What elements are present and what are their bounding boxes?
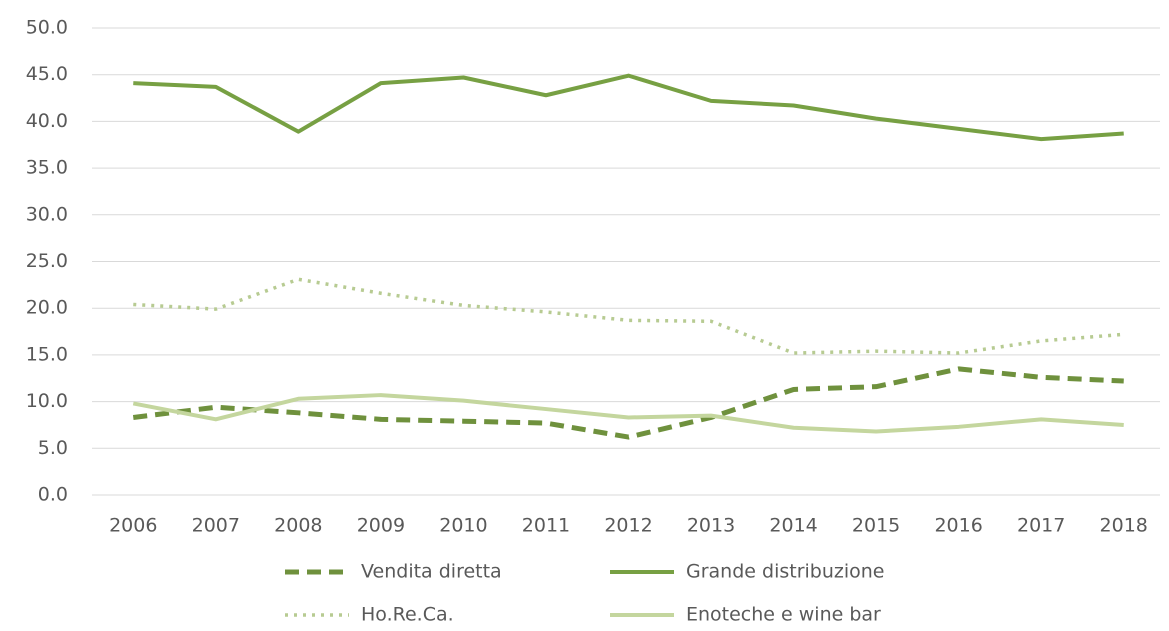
legend-label: Vendita diretta (361, 561, 502, 583)
x-tick-label: 2013 (687, 515, 735, 537)
x-tick-label: 2008 (274, 515, 322, 537)
x-tick-label: 2010 (439, 515, 487, 537)
x-tick-label: 2018 (1100, 515, 1148, 537)
y-tick-label: 30.0 (26, 203, 68, 225)
series-line (132, 393, 1124, 434)
legend-label: Ho.Re.Ca. (361, 604, 454, 626)
x-tick-label: 2012 (604, 515, 652, 537)
series-line (133, 277, 1124, 355)
x-tick-label: 2011 (522, 515, 570, 537)
y-tick-label: 20.0 (26, 297, 68, 319)
y-tick-label: 15.0 (26, 343, 68, 365)
x-tick-label: 2007 (192, 515, 240, 537)
x-tick-label: 2015 (852, 515, 900, 537)
legend-label: Enoteche e wine bar (686, 604, 881, 626)
y-tick-label: 35.0 (26, 157, 68, 179)
y-tick-label: 45.0 (26, 63, 68, 85)
y-tick-label: 10.0 (26, 390, 68, 412)
x-tick-label: 2016 (934, 515, 982, 537)
x-tick-label: 2006 (109, 515, 157, 537)
y-tick-label: 5.0 (38, 437, 68, 459)
y-tick-label: 25.0 (26, 250, 68, 272)
x-tick-label: 2017 (1017, 515, 1065, 537)
y-tick-label: 50.0 (26, 17, 68, 39)
y-tick-label: 0.0 (38, 484, 68, 506)
x-tick-label: 2014 (769, 515, 817, 537)
x-tick-label: 2009 (357, 515, 405, 537)
series-line (133, 73, 1124, 142)
y-tick-label: 40.0 (26, 110, 68, 132)
legend-label: Grande distribuzione (686, 561, 885, 583)
series-line (132, 366, 1124, 440)
